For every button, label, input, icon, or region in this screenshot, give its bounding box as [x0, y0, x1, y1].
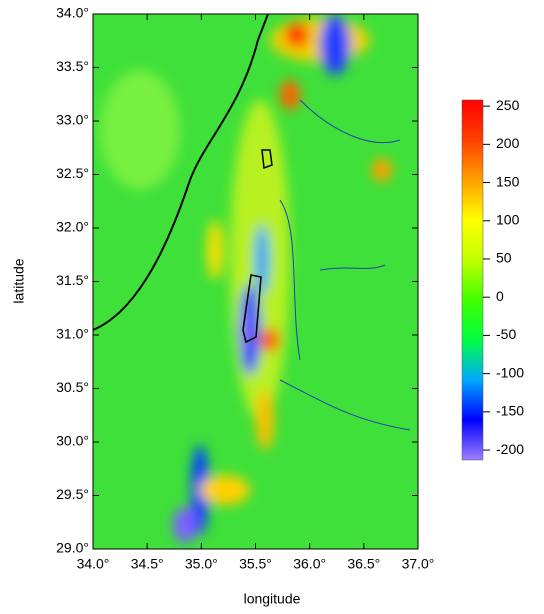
x-tick-label: 34.0°: [77, 556, 110, 572]
colorbar: [461, 99, 484, 461]
colorbar-tick-label: -50: [496, 326, 516, 342]
x-tick-label: 37.0°: [402, 556, 435, 572]
y-tick-label: 33.0°: [56, 112, 89, 128]
y-tick-label: 30.0°: [56, 433, 89, 449]
y-tick-label: 32.5°: [56, 165, 89, 181]
x-tick-label: 36.5°: [347, 556, 380, 572]
y-tick-label: 34.0°: [56, 5, 89, 21]
colorbar-tick-label: -150: [496, 403, 524, 419]
x-tick-label: 36.0°: [293, 556, 326, 572]
colorbar-tick-label: 150: [496, 173, 520, 189]
colorbar-tick-label: 200: [496, 135, 520, 151]
colorbar-tick-label: -200: [496, 441, 524, 457]
colorbar-tick-label: 0: [496, 288, 504, 304]
colorbar-tick-label: 50: [496, 250, 512, 266]
colorbar-tick-label: 250: [496, 97, 520, 113]
colorbar-tick-label: -100: [496, 364, 524, 380]
y-tick-label: 30.5°: [56, 379, 89, 395]
colorbar-tick-label: 100: [496, 211, 520, 227]
x-tick-label: 35.0°: [185, 556, 218, 572]
y-tick-label: 31.0°: [56, 326, 89, 342]
y-tick-label: 31.5°: [56, 272, 89, 288]
x-axis-label: longitude: [244, 591, 301, 607]
x-tick-label: 34.5°: [131, 556, 164, 572]
y-tick-label: 32.0°: [56, 219, 89, 235]
y-axis-label: latitude: [11, 258, 27, 303]
x-tick-label: 35.5°: [239, 556, 272, 572]
y-tick-label: 29.0°: [56, 540, 89, 556]
y-tick-label: 33.5°: [56, 58, 89, 74]
anomaly-field: [93, 14, 418, 549]
y-tick-label: 29.5°: [56, 486, 89, 502]
